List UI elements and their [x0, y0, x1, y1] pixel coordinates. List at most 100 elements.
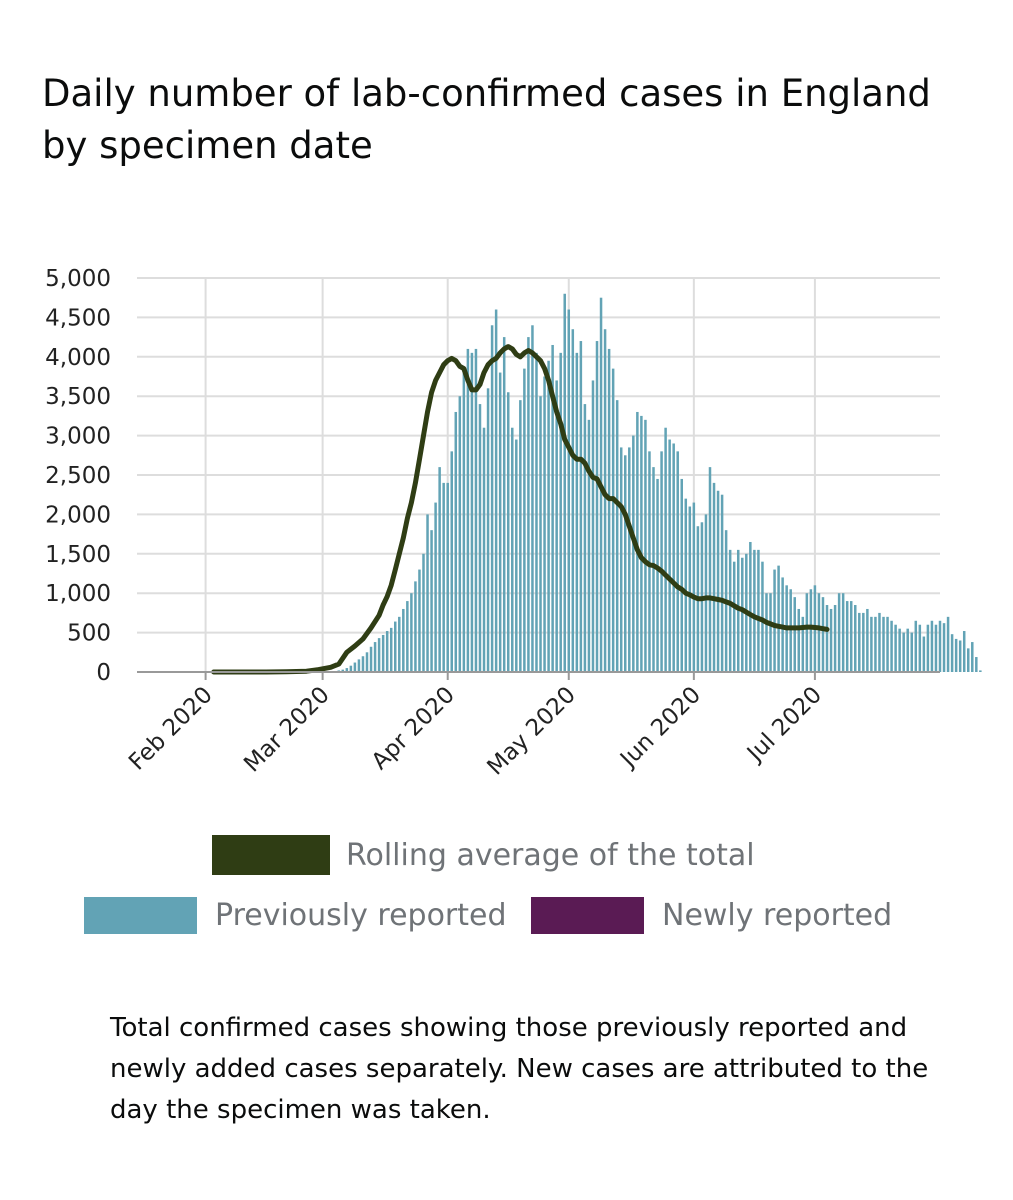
bar-previous: [946, 616, 950, 672]
bar-previous: [942, 623, 946, 672]
x-tick-label: Mar 2020: [239, 682, 335, 778]
bar-previous: [950, 634, 954, 672]
bar-previous: [523, 368, 526, 672]
bar-previous: [845, 601, 849, 672]
legend-previous-swatch: [84, 897, 197, 934]
bar-previous: [406, 601, 409, 672]
bar-previous: [962, 631, 966, 672]
y-tick-label: 5,000: [45, 266, 111, 292]
bar-previous: [688, 506, 692, 672]
bar-previous: [757, 549, 760, 672]
bar-previous: [954, 638, 958, 672]
bar-previous: [817, 593, 821, 672]
legend-rolling-label: Rolling average of the total: [346, 837, 755, 873]
y-tick-label: 3,000: [45, 424, 111, 450]
bar-previous: [470, 352, 474, 672]
bar-previous: [720, 494, 724, 672]
bar-previous: [878, 612, 881, 672]
bar-previous: [882, 616, 885, 672]
bar-previous: [349, 665, 353, 672]
bar-previous: [519, 400, 522, 672]
bar-previous: [821, 597, 825, 672]
bar-previous: [930, 620, 934, 672]
bar-previous: [603, 329, 607, 672]
bar-previous: [862, 612, 865, 672]
bar-previous: [551, 344, 554, 672]
bar-previous: [789, 589, 792, 672]
bar-previous: [914, 620, 918, 672]
bar-previous: [442, 482, 445, 672]
bar-previous: [833, 605, 837, 672]
legend-rolling: Rolling average of the total: [212, 835, 755, 875]
y-tick-label: 0: [96, 660, 111, 686]
bar-previous: [668, 439, 671, 672]
bar-previous: [624, 455, 627, 672]
bar-previous: [656, 478, 659, 672]
bar-previous: [858, 612, 861, 672]
bar-layer: [321, 293, 982, 672]
legend-new: Newly reported: [531, 897, 892, 934]
bar-previous: [466, 348, 470, 672]
bar-previous: [583, 404, 587, 672]
bar-previous: [632, 435, 635, 672]
bar-previous: [426, 514, 429, 672]
bar-previous: [567, 309, 571, 672]
bar-previous: [692, 502, 696, 672]
bar-previous: [619, 447, 623, 672]
bar-previous: [418, 569, 421, 672]
bar-previous: [454, 411, 458, 672]
bar-previous: [866, 608, 869, 672]
bar-previous: [628, 447, 631, 672]
bar-previous: [579, 341, 583, 672]
bar-previous: [841, 593, 845, 672]
bar-previous: [938, 620, 942, 672]
legend-rolling-swatch: [212, 835, 330, 875]
bar-previous: [761, 561, 764, 672]
bar-previous: [809, 589, 813, 672]
bar-previous: [547, 360, 550, 672]
bar-previous: [704, 514, 708, 672]
bar-previous: [595, 341, 599, 672]
bar-previous: [482, 427, 486, 672]
bar-previous: [498, 372, 502, 672]
chart: 0 500 1,000 1,500 2,000 2,500 3,000 3,500 4,000 4…: [45, 266, 982, 780]
legend-new-swatch: [531, 897, 644, 934]
bar-previous: [898, 628, 901, 672]
x-tick-label: Jul 2020: [741, 682, 827, 768]
bar-previous: [434, 502, 437, 672]
bar-previous: [373, 642, 377, 672]
bar-previous: [555, 380, 558, 672]
bar-previous: [511, 427, 514, 672]
bar-previous: [591, 380, 595, 672]
bar-previous: [490, 325, 494, 672]
legend-previous-label: Previously reported: [215, 898, 507, 933]
bar-previous: [958, 640, 962, 672]
bar-previous: [793, 597, 796, 672]
bar-previous: [607, 348, 611, 672]
bar-previous: [910, 632, 914, 672]
bar-previous: [971, 642, 974, 672]
bar-previous: [837, 593, 841, 672]
bar-previous: [732, 561, 736, 672]
bar-previous: [749, 541, 752, 672]
bar-previous: [680, 478, 683, 672]
bar-previous: [890, 620, 893, 672]
y-tick-label: 2,500: [45, 463, 111, 489]
bar-previous: [736, 549, 740, 672]
bar-previous: [728, 549, 732, 672]
bar-previous: [773, 569, 776, 672]
bar-previous: [672, 443, 675, 672]
bar-previous: [849, 601, 853, 672]
bar-previous: [902, 632, 905, 672]
bar-previous: [741, 557, 744, 672]
bar-previous: [381, 634, 385, 672]
bar-previous: [398, 616, 401, 672]
y-tick-label: 1,500: [45, 542, 111, 568]
bar-previous: [684, 498, 688, 672]
bar-previous: [462, 372, 466, 672]
bar-previous: [894, 624, 897, 672]
y-tick-label: 4,500: [45, 305, 111, 331]
bar-previous: [478, 404, 482, 672]
bar-previous: [870, 616, 873, 672]
rolling-average-line: [211, 344, 830, 675]
